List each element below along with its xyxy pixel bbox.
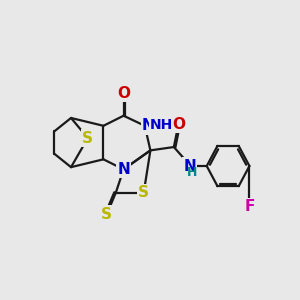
Text: N: N: [183, 158, 196, 173]
Text: N: N: [117, 162, 130, 177]
Text: S: S: [138, 185, 149, 200]
Text: S: S: [101, 207, 112, 222]
Text: S: S: [82, 130, 93, 146]
Text: H: H: [187, 166, 198, 179]
Text: O: O: [117, 86, 130, 101]
Text: F: F: [244, 199, 255, 214]
Text: O: O: [172, 117, 185, 132]
Text: N: N: [142, 118, 155, 133]
Text: NH: NH: [150, 118, 173, 132]
